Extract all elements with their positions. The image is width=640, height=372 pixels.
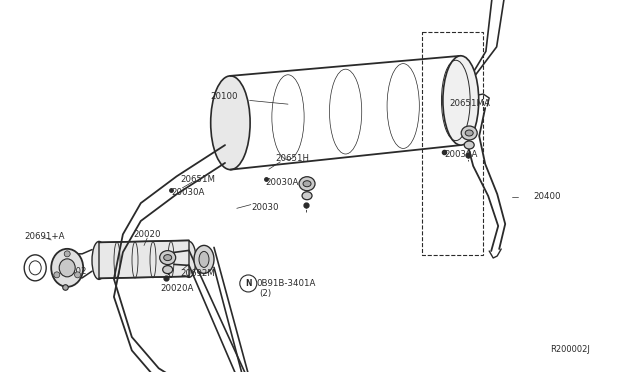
Circle shape xyxy=(54,272,60,278)
Text: 20602: 20602 xyxy=(59,267,86,276)
Text: R200002J: R200002J xyxy=(550,345,590,354)
Ellipse shape xyxy=(443,56,479,145)
Ellipse shape xyxy=(182,241,196,278)
Ellipse shape xyxy=(303,181,311,187)
Ellipse shape xyxy=(163,266,173,274)
Ellipse shape xyxy=(199,251,209,267)
Ellipse shape xyxy=(194,246,214,273)
Text: 0B91B-3401A: 0B91B-3401A xyxy=(256,279,316,288)
Text: 20400: 20400 xyxy=(533,192,561,201)
Text: 20651MA: 20651MA xyxy=(449,99,490,108)
Text: 20030A: 20030A xyxy=(172,188,205,197)
Text: (2): (2) xyxy=(259,289,271,298)
Ellipse shape xyxy=(302,192,312,200)
Ellipse shape xyxy=(299,177,315,191)
Text: N: N xyxy=(245,279,252,288)
Text: 20030: 20030 xyxy=(251,203,278,212)
Circle shape xyxy=(64,251,70,257)
Ellipse shape xyxy=(92,241,106,279)
Bar xyxy=(422,32,483,255)
Ellipse shape xyxy=(461,126,477,140)
Text: 20651H: 20651H xyxy=(275,154,309,163)
Ellipse shape xyxy=(51,249,83,287)
Text: 20020A: 20020A xyxy=(160,284,193,293)
Ellipse shape xyxy=(464,141,474,149)
Ellipse shape xyxy=(465,130,473,136)
Ellipse shape xyxy=(164,254,172,261)
Text: 20100: 20100 xyxy=(210,92,237,101)
Circle shape xyxy=(75,272,81,278)
Text: 20030A: 20030A xyxy=(266,178,299,187)
Text: 20020: 20020 xyxy=(133,230,161,239)
Text: 20691+A: 20691+A xyxy=(24,232,65,241)
Ellipse shape xyxy=(211,76,250,170)
Text: 20692M: 20692M xyxy=(180,269,215,278)
Ellipse shape xyxy=(60,259,76,277)
Polygon shape xyxy=(99,240,189,278)
Text: 20030A: 20030A xyxy=(445,150,478,159)
Ellipse shape xyxy=(159,251,175,264)
Text: 20651M: 20651M xyxy=(180,175,216,184)
